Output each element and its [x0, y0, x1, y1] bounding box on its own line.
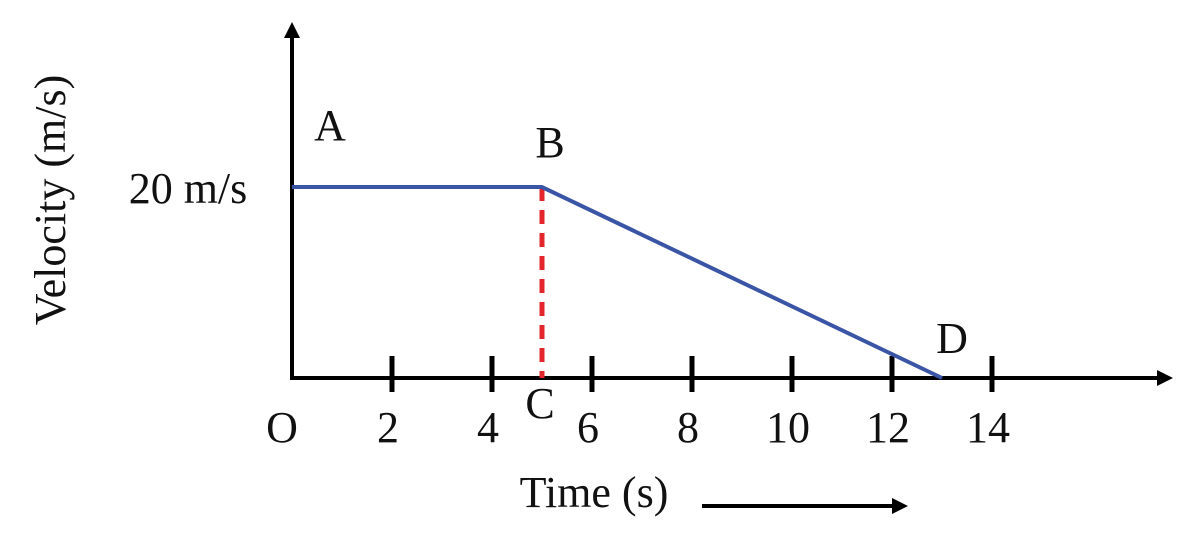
x-tick-label: 6	[577, 403, 599, 452]
y-axis-label: Velocity (m/s)	[26, 75, 75, 326]
velocity-line	[292, 185, 943, 380]
x-axis-label: Time (s)	[520, 468, 669, 517]
x-tick-label: 14	[966, 403, 1010, 452]
x-tick-label: 4	[477, 403, 499, 452]
y-tick-label: 20 m/s	[129, 164, 248, 213]
x-tick-label: 12	[866, 403, 910, 452]
origin-label: O	[266, 403, 298, 452]
x-tick-label: 2	[377, 403, 399, 452]
point-label: D	[936, 314, 968, 363]
point-label: C	[525, 379, 554, 428]
x-tick-label: 10	[766, 403, 810, 452]
point-label: B	[535, 118, 564, 167]
point-label: A	[314, 101, 346, 150]
x-tick-label: 8	[677, 403, 699, 452]
